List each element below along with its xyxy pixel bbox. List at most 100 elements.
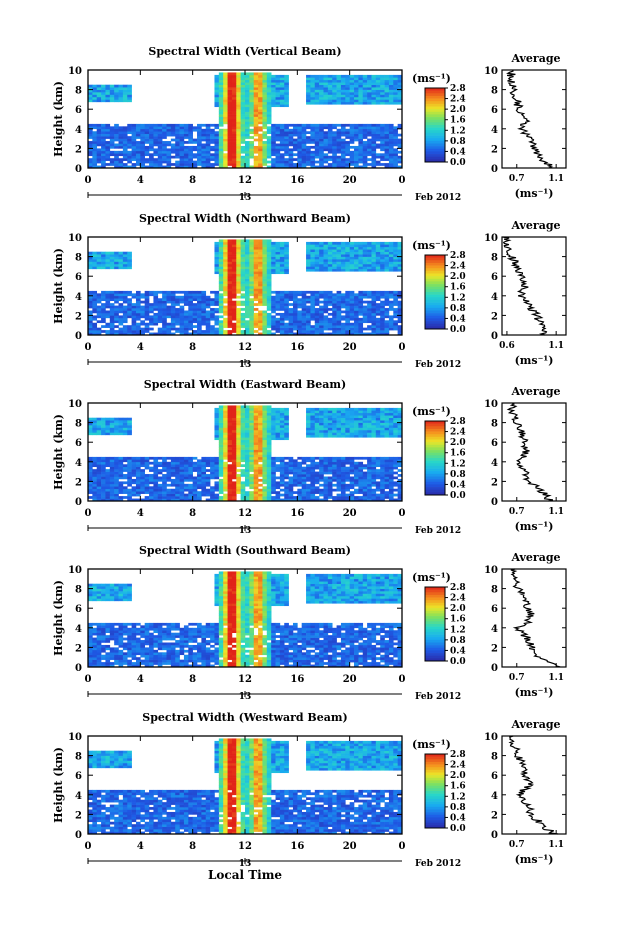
heatmap-cell: [384, 163, 390, 166]
heatmap-cell: [301, 133, 307, 137]
heatmap-cell: [245, 263, 250, 267]
heatmap-cell: [170, 498, 176, 502]
heatmap-cell: [380, 79, 385, 83]
heatmap-cell: [157, 308, 163, 311]
heatmap-cell: [227, 425, 233, 428]
heatmap-cell: [218, 464, 224, 467]
heatmap-cell: [362, 89, 368, 93]
heatmap-cell: [223, 417, 228, 421]
heatmap-cell: [192, 478, 198, 482]
heatmap-cell: [375, 308, 381, 311]
heatmap-cell: [301, 131, 307, 134]
heatmap-cell: [314, 101, 320, 105]
heatmap-cell: [249, 87, 255, 90]
heatmap-cell: [275, 99, 281, 103]
heatmap-cell: [188, 160, 193, 164]
heatmap-cell: [336, 330, 342, 333]
heatmap-cell: [332, 305, 337, 309]
heatmap-cell: [183, 153, 189, 157]
heatmap-cell: [284, 437, 289, 441]
heatmap-cell: [218, 155, 224, 159]
heatmap-cell: [192, 483, 198, 487]
heatmap-cell: [297, 488, 302, 492]
heatmap-cell: [92, 293, 98, 297]
heatmap-cell: [275, 456, 281, 460]
heatmap-cell: [358, 325, 364, 328]
heatmap-cell: [183, 332, 189, 336]
heatmap-cell: [367, 133, 372, 137]
colorbar-swatch: [425, 262, 445, 266]
heatmap-cell: [271, 123, 276, 127]
heatmap-cell: [375, 322, 381, 326]
heatmap-cell: [258, 94, 263, 98]
colorbar-tick-label: 2.8: [450, 84, 466, 94]
heatmap-cell: [393, 256, 398, 260]
heatmap-cell: [218, 96, 224, 100]
heatmap-cell: [253, 464, 259, 467]
heatmap-cell: [140, 481, 145, 485]
heatmap-cell: [253, 483, 259, 487]
heatmap-cell: [201, 165, 207, 169]
heatmap-cell: [310, 266, 316, 270]
heatmap-cell: [88, 466, 93, 470]
heatmap-cell: [258, 128, 263, 132]
heatmap-cell: [271, 315, 276, 319]
heatmap-cell: [227, 116, 233, 120]
heatmap-cell: [354, 241, 359, 245]
heatmap-cell: [336, 84, 342, 88]
heatmap-cell: [179, 486, 185, 490]
heatmap-cell: [262, 158, 268, 161]
heatmap-cell: [231, 322, 237, 326]
heatmap-cell: [92, 483, 98, 487]
heatmap-cell: [162, 459, 167, 463]
heatmap-cell: [284, 84, 289, 88]
heatmap-cell: [336, 261, 342, 265]
colorbar-swatch: [425, 130, 445, 134]
heatmap-cell: [297, 317, 302, 321]
heatmap-cell: [205, 459, 211, 463]
heatmap-cell: [362, 295, 368, 299]
heatmap-cell: [183, 330, 189, 333]
heatmap-cell: [319, 79, 324, 83]
heatmap-cell: [319, 317, 324, 321]
heatmap-cell: [135, 483, 141, 487]
heatmap-cell: [266, 439, 272, 443]
heatmap-cell: [240, 77, 246, 81]
heatmap-cell: [367, 312, 372, 316]
heatmap-cell: [262, 288, 268, 292]
heatmap-cell: [349, 266, 355, 270]
heatmap-cell: [271, 437, 276, 441]
heatmap-cell: [92, 432, 98, 436]
heatmap-cell: [340, 96, 346, 100]
colorbar-swatch: [425, 101, 445, 105]
heatmap-cell: [358, 246, 364, 250]
heatmap-cell: [319, 138, 324, 142]
heatmap-cell: [114, 251, 119, 255]
heatmap-cell: [140, 461, 145, 465]
heatmap-cell: [231, 290, 237, 294]
heatmap-cell: [266, 116, 272, 120]
heatmap-cell: [205, 298, 211, 301]
heatmap-cell: [245, 288, 250, 292]
heatmap-cell: [393, 94, 398, 98]
heatmap-cell: [131, 303, 137, 306]
heatmap-cell: [179, 133, 185, 137]
heatmap-cell: [96, 251, 102, 255]
heatmap-cell: [319, 136, 324, 139]
average-y-tick-label: 6: [491, 105, 498, 116]
heatmap-cell: [384, 246, 390, 250]
heatmap-cell: [358, 241, 364, 245]
heatmap-cell: [231, 476, 237, 480]
heatmap-cell: [319, 131, 324, 134]
heatmap-cell: [327, 92, 333, 95]
heatmap-cell: [210, 133, 215, 137]
heatmap-cell: [253, 471, 259, 475]
heatmap-cell: [310, 133, 316, 137]
heatmap-cell: [236, 145, 241, 149]
heatmap-cell: [96, 429, 102, 433]
heatmap-cell: [227, 459, 233, 463]
heatmap-cell: [101, 310, 106, 314]
heatmap-cell: [258, 244, 263, 248]
heatmap-cell: [149, 141, 154, 144]
heatmap-cell: [92, 425, 98, 428]
